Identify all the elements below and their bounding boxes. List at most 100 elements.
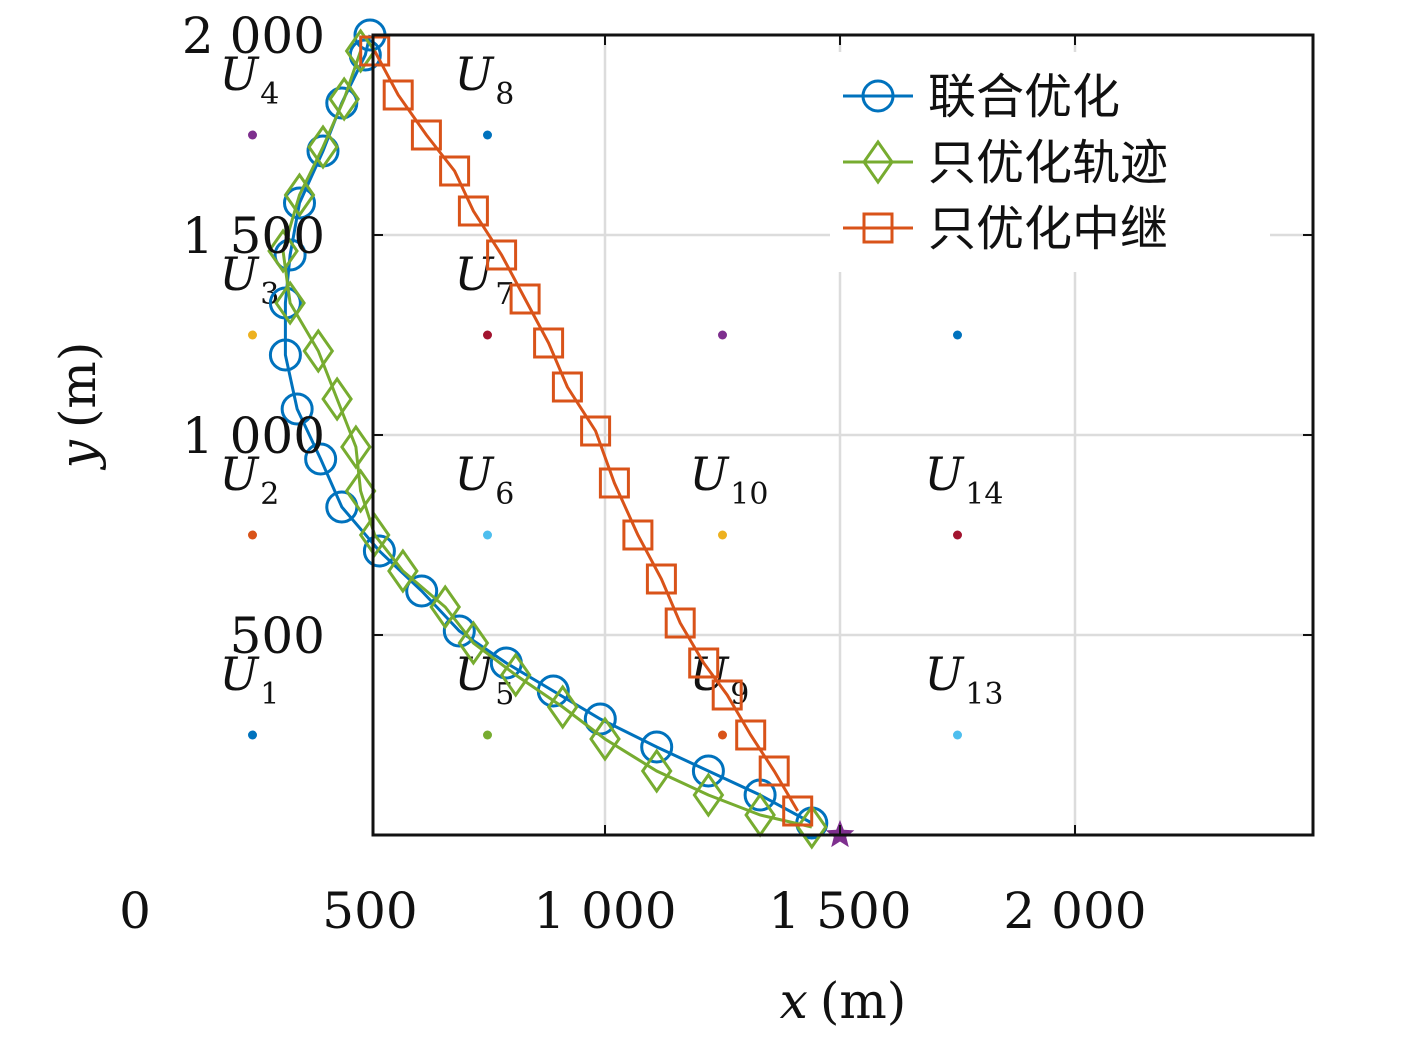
user-label: U6 [455, 447, 515, 512]
series-group [267, 18, 829, 850]
data-point [321, 376, 353, 422]
user-label: U2 [220, 447, 280, 512]
data-point [268, 338, 302, 372]
legend-marker [861, 79, 895, 113]
data-point [622, 519, 654, 551]
legend-entry: 联合优化 [843, 69, 1120, 125]
user-point [248, 730, 257, 740]
user-point [718, 730, 727, 740]
x-tick-label: 1 500 [768, 882, 911, 940]
user-point [483, 530, 492, 540]
x-axis-label: x (m) [780, 972, 907, 1030]
data-point [344, 28, 377, 74]
legend-entry: 只优化轨迹 [843, 135, 1168, 191]
data-point [328, 76, 360, 122]
y-tick-label: 1 500 [182, 207, 325, 265]
data-point [304, 442, 338, 476]
user-point [248, 330, 257, 340]
tick-labels: 0 500 1 000 1 500 2 000 500 1 000 1 500 2 000 [119, 7, 1146, 940]
data-point [457, 620, 490, 666]
user-point [718, 530, 727, 540]
user-point [953, 530, 962, 540]
data-point [359, 35, 391, 67]
data-point [410, 119, 442, 151]
user-point [483, 130, 492, 140]
user-point [953, 730, 962, 740]
data-point [640, 748, 673, 794]
data-point [340, 424, 372, 470]
user-label: U5 [455, 647, 515, 712]
data-point [405, 574, 439, 608]
data-point [499, 652, 532, 698]
data-point [307, 124, 339, 170]
data-point [691, 754, 725, 788]
data-point [274, 280, 306, 326]
user-label: U4 [220, 47, 280, 112]
data-point [382, 79, 414, 111]
user-label: U10 [690, 447, 769, 512]
data-point [358, 512, 391, 558]
data-point [362, 534, 396, 568]
data-point [664, 607, 696, 639]
x-tick-label: 2 000 [1003, 882, 1146, 940]
data-point [589, 716, 621, 762]
data-point [442, 614, 476, 648]
data-point [486, 239, 518, 271]
y-tick-label: 2 000 [182, 7, 325, 65]
data-point [551, 371, 583, 403]
data-point [509, 283, 541, 315]
legend-marker [862, 139, 894, 185]
legend-label: 只优化中继 [928, 201, 1168, 257]
data-point [267, 228, 299, 274]
data-point [302, 328, 335, 374]
data-point [280, 392, 314, 426]
data-point [735, 719, 767, 751]
data-point [344, 468, 377, 514]
y-axis-label: y (m) [49, 342, 107, 471]
data-point [758, 755, 790, 787]
data-point [688, 647, 720, 679]
data-point [692, 772, 725, 818]
y-axis-var: y [49, 439, 107, 470]
series-line [281, 50, 813, 829]
user-point [483, 730, 492, 740]
user-label: U7 [455, 247, 515, 312]
data-point [533, 327, 565, 359]
data-point [429, 584, 462, 630]
data-point [711, 679, 743, 711]
data-point [283, 172, 316, 218]
legend-entry: 只优化中继 [843, 201, 1168, 257]
legend-label: 只优化轨迹 [928, 135, 1168, 191]
data-point [795, 804, 828, 850]
series-square [359, 35, 814, 827]
user-point [718, 330, 727, 340]
y-tick-label: 500 [230, 607, 325, 665]
user-point [483, 330, 492, 340]
data-point [782, 795, 814, 827]
x-tick-label: 0 [119, 882, 151, 940]
y-axis-unit: (m) [49, 342, 107, 428]
legend-label: 联合优化 [928, 69, 1120, 125]
data-point [283, 186, 316, 220]
series-line [373, 50, 799, 812]
x-tick-label: 500 [322, 882, 417, 940]
data-point [546, 684, 579, 730]
user-label: U13 [925, 647, 1004, 712]
x-axis-var: x [780, 972, 808, 1030]
y-tick-label: 1 000 [182, 407, 325, 465]
data-point [640, 730, 674, 764]
series-line [283, 34, 813, 825]
user-point [248, 530, 257, 540]
user-label: U1 [220, 647, 280, 712]
tick-marks [373, 35, 1313, 835]
x-axis-unit: (m) [820, 972, 906, 1030]
data-point [645, 563, 677, 595]
series-diamond [267, 28, 828, 850]
data-point [580, 415, 612, 447]
data-point [598, 467, 630, 499]
data-point [387, 548, 419, 594]
user-point [248, 130, 257, 140]
